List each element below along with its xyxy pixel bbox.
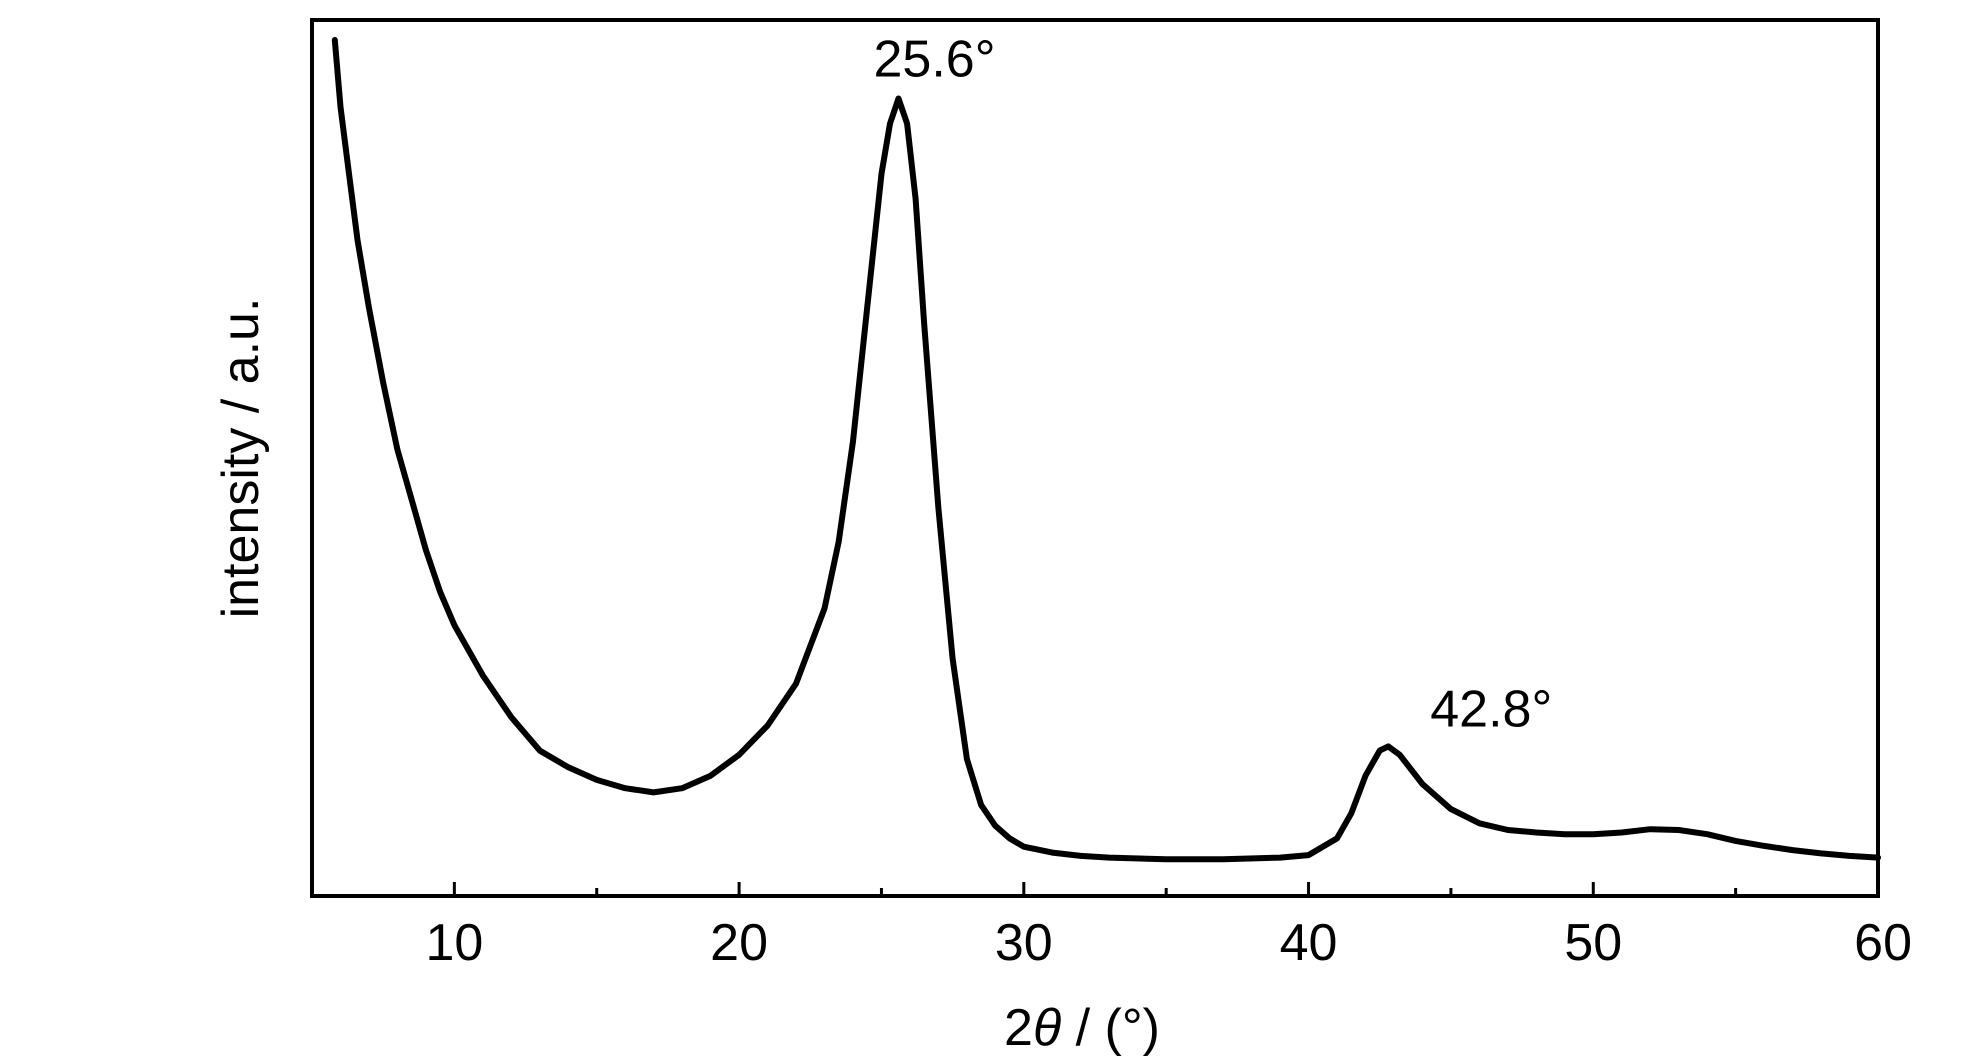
peak-annotations: 25.6° 42.8° <box>874 31 1553 739</box>
x-tick-label: 30 <box>995 914 1053 972</box>
x-axis-ticks <box>452 882 1880 896</box>
x-axis-tick-labels: 10 20 30 40 50 60 <box>425 914 1912 972</box>
series-line <box>331 37 1881 863</box>
x-tick-label: 40 <box>1280 914 1338 972</box>
y-axis-label: intensity / a.u. <box>212 298 270 619</box>
peak-annotation: 42.8° <box>1430 680 1552 738</box>
x-tick-label: 10 <box>425 914 483 972</box>
x-axis-label: 2θ / (°) <box>1004 999 1160 1057</box>
x-tick-label: 50 <box>1564 914 1622 972</box>
peak-annotation: 25.6° <box>874 31 996 89</box>
x-tick-label: 20 <box>710 914 768 972</box>
plot-frame <box>310 18 1880 898</box>
x-tick-label: 60 <box>1854 914 1912 972</box>
